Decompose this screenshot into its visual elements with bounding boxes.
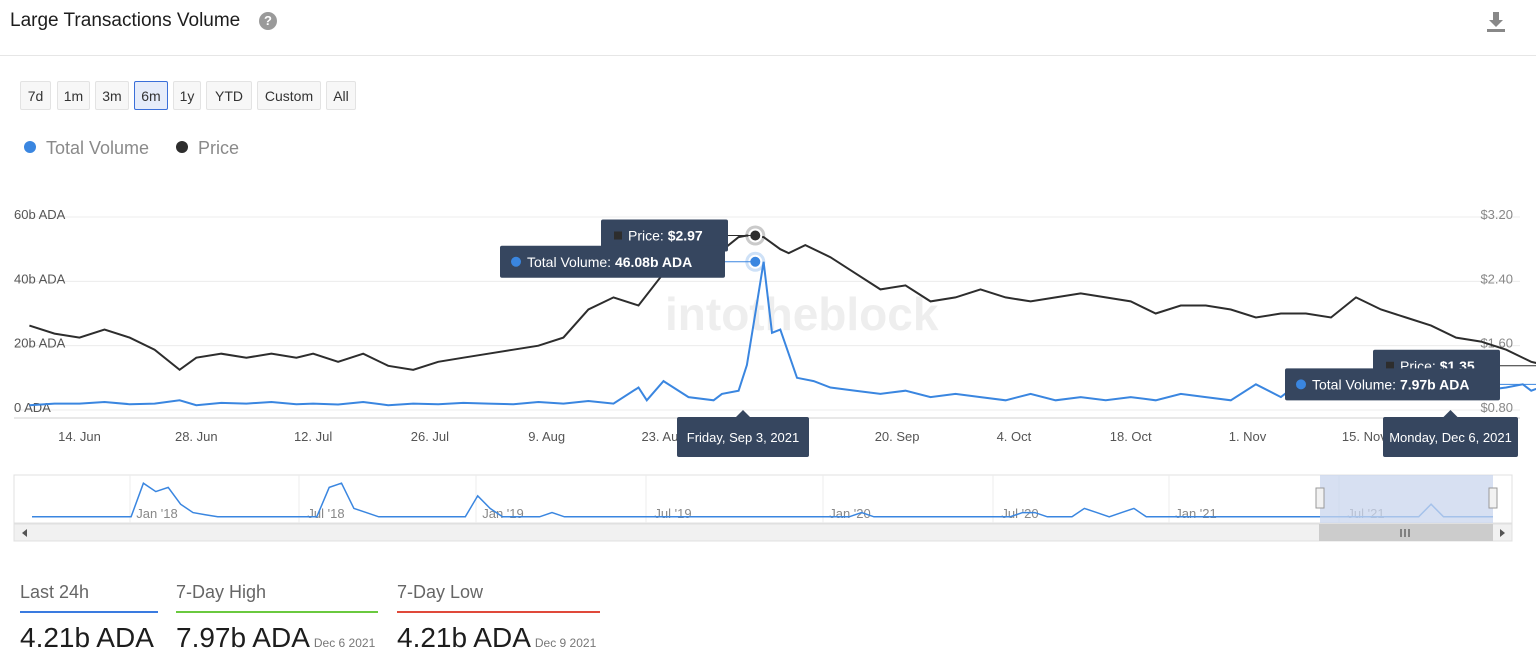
- y-left-tick-label: 20b ADA: [14, 336, 66, 351]
- x-tick-label: 14. Jun: [58, 429, 101, 444]
- price-tooltip: [601, 219, 728, 252]
- y-right-tick-label: $0.80: [1480, 400, 1513, 415]
- volume-tooltip-value: 46.08b ADA: [615, 254, 692, 270]
- price-tooltip-swatch-icon: [614, 231, 622, 240]
- volume-tooltip: [500, 245, 725, 278]
- range-button-ytd[interactable]: YTD: [206, 81, 252, 110]
- y-left-tick-label: 0 ADA: [14, 400, 51, 415]
- x-tick-label: 12. Jul: [294, 429, 332, 444]
- question-circle-icon[interactable]: ?: [259, 12, 277, 30]
- navigator-handle[interactable]: [1315, 487, 1325, 509]
- navigator-tick-label: Jan '18: [136, 506, 178, 521]
- x-tick-label: 20. Sep: [875, 429, 920, 444]
- legend-total-volume[interactable]: Total Volume: [24, 138, 149, 159]
- range-button-6m[interactable]: 6m: [134, 81, 168, 110]
- x-tick-label: 4. Oct: [997, 429, 1032, 444]
- stat-7day-high: 7-Day High 7.97b ADA Dec 6 2021: [176, 582, 378, 654]
- navigator-tick-label: Jan '19: [482, 506, 524, 521]
- range-button-3m[interactable]: 3m: [95, 81, 129, 110]
- chart-title: Large Transactions Volume: [10, 10, 241, 31]
- navigator-tick-label: Jul '19: [654, 506, 691, 521]
- date-tooltip-pointer: [736, 410, 750, 417]
- x-tick-label: 9. Aug: [528, 429, 565, 444]
- y-right-tick-label: $2.40: [1480, 271, 1513, 286]
- price-tooltip-swatch-icon: [1386, 361, 1394, 370]
- y-left-tick-label: 40b ADA: [14, 271, 66, 286]
- date-tooltip: [677, 417, 809, 457]
- volume-tooltip-label: Total Volume: 46.08b ADA: [527, 254, 692, 270]
- y-left-tick-label: 60b ADA: [14, 207, 66, 222]
- date-tooltip-text: Monday, Dec 6, 2021: [1389, 430, 1512, 445]
- watermark-text: intotheblock: [665, 288, 939, 340]
- chart-header: Large Transactions Volume ?: [0, 0, 1536, 56]
- navigator-series-line: [32, 482, 1493, 518]
- x-tick-label: 15. Nov: [1342, 429, 1387, 444]
- scroll-right-arrow-icon[interactable]: [1500, 529, 1505, 537]
- navigator-area[interactable]: [13, 474, 1513, 524]
- legend-price[interactable]: Price: [176, 138, 239, 159]
- scrollbar-track[interactable]: [13, 523, 1513, 542]
- y-right-tick-label: $3.20: [1480, 207, 1513, 222]
- y-right-tick-label: $1.60: [1480, 336, 1513, 351]
- download-icon[interactable]: [1484, 10, 1508, 34]
- legend-dot-icon: [24, 141, 36, 153]
- volume-tooltip-swatch-icon: [511, 256, 521, 267]
- date-tooltip-pointer: [1443, 410, 1458, 417]
- x-tick-label: 26. Jul: [411, 429, 449, 444]
- x-tick-label: 28. Jun: [175, 429, 218, 444]
- navigator-tick-label: Jan '21: [1175, 506, 1217, 521]
- scrollbar-thumb[interactable]: [1319, 524, 1493, 541]
- date-tooltip: [1383, 417, 1518, 457]
- volume-tooltip-value: 7.97b ADA: [1400, 376, 1470, 392]
- volume-tooltip: [1285, 368, 1500, 401]
- x-tick-label: 1. Nov: [1229, 429, 1267, 444]
- price-tooltip-value: $2.97: [668, 227, 703, 243]
- volume-tooltip-label: Total Volume: 7.97b ADA: [1312, 376, 1469, 392]
- volume-tooltip-swatch-icon: [1296, 379, 1306, 390]
- date-tooltip-text: Friday, Sep 3, 2021: [687, 430, 800, 445]
- range-button-custom[interactable]: Custom: [257, 81, 321, 110]
- range-button-all[interactable]: All: [326, 81, 356, 110]
- main-chart[interactable]: 60b ADA 40b ADA 20b ADA 0 ADA $3.20 $2.40 $1.6…: [0, 190, 1536, 660]
- range-button-1y[interactable]: 1y: [173, 81, 201, 110]
- navigator-handle[interactable]: [1488, 487, 1498, 509]
- stat-7day-low: 7-Day Low 4.21b ADA Dec 9 2021: [397, 582, 600, 654]
- legend-dot-icon: [176, 141, 188, 153]
- range-button-1m[interactable]: 1m: [57, 81, 90, 110]
- scroll-left-arrow-icon[interactable]: [22, 529, 27, 537]
- stat-last-24h: Last 24h 4.21b ADA: [20, 582, 158, 654]
- x-tick-label: 18. Oct: [1110, 429, 1152, 444]
- range-button-7d[interactable]: 7d: [20, 81, 51, 110]
- navigator-tick-label: Jul '18: [307, 506, 344, 521]
- navigator-selection[interactable]: [1320, 475, 1493, 523]
- price-tooltip-label: Price: $2.97: [628, 227, 703, 243]
- x-tick-label: 23. Aug: [641, 429, 685, 444]
- price-series-line: [29, 234, 1536, 372]
